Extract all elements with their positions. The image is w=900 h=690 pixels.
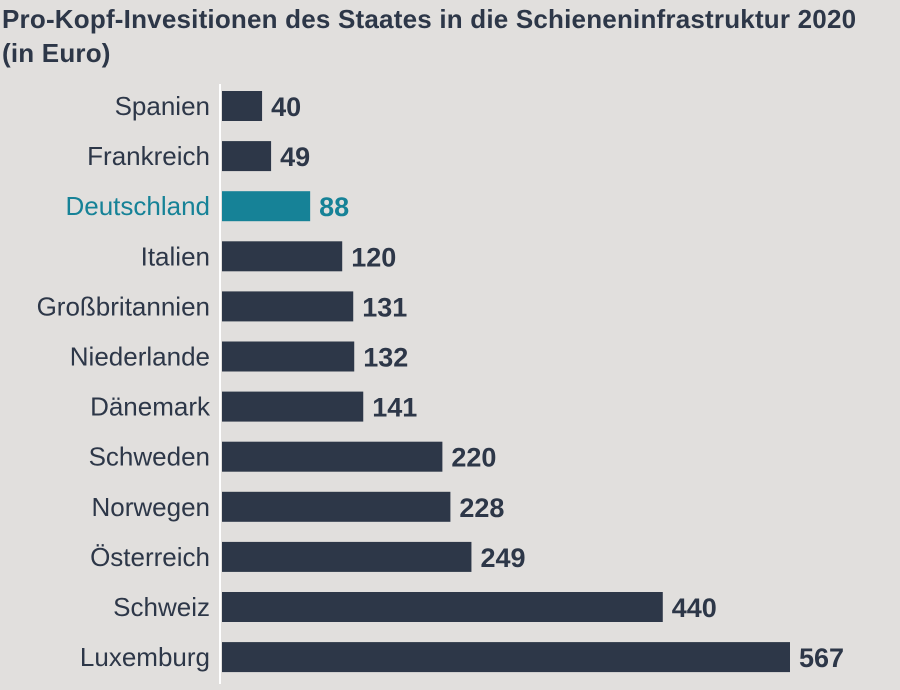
value-label: 132	[363, 343, 408, 373]
category-label: Großbritannien	[37, 291, 210, 321]
bar-6	[222, 391, 364, 422]
bar-4	[222, 291, 354, 322]
value-label: 131	[362, 292, 407, 322]
value-label: 120	[351, 242, 396, 272]
category-label: Niederlande	[70, 342, 210, 372]
value-label: 88	[319, 192, 349, 222]
value-label: 141	[372, 393, 417, 423]
category-label: Schweiz	[113, 592, 210, 622]
category-label: Luxemburg	[80, 642, 210, 672]
bar-0	[222, 91, 263, 121]
value-label: 228	[459, 493, 504, 523]
bar-8	[222, 491, 451, 522]
category-label: Schweden	[89, 442, 210, 472]
category-labels: Spanien Frankreich Deutschland Italien Großb…	[37, 91, 211, 672]
value-label: 440	[672, 593, 717, 623]
bar-2	[222, 191, 311, 222]
bar-10	[222, 592, 663, 622]
category-label: Österreich	[90, 542, 210, 572]
category-label: Italien	[141, 241, 210, 271]
value-label: 249	[480, 543, 525, 573]
bar-1	[222, 141, 272, 172]
bars-layer	[222, 91, 790, 673]
value-label: 40	[271, 92, 301, 122]
value-label: 567	[799, 643, 844, 673]
value-label: 220	[451, 443, 496, 473]
value-label: 49	[280, 142, 310, 172]
category-label: Frankreich	[87, 141, 210, 171]
bar-5	[222, 341, 355, 372]
category-label: Norwegen	[91, 492, 210, 522]
bar-7	[222, 441, 443, 472]
bar-9	[222, 541, 472, 572]
category-label: Spanien	[115, 91, 210, 121]
category-label: Dänemark	[90, 392, 211, 422]
category-label: Deutschland	[65, 191, 210, 221]
bar-11	[222, 642, 790, 673]
bar-3	[222, 241, 343, 272]
chart-title: Pro-Kopf-Invesitionen des Staates in die…	[2, 4, 857, 68]
